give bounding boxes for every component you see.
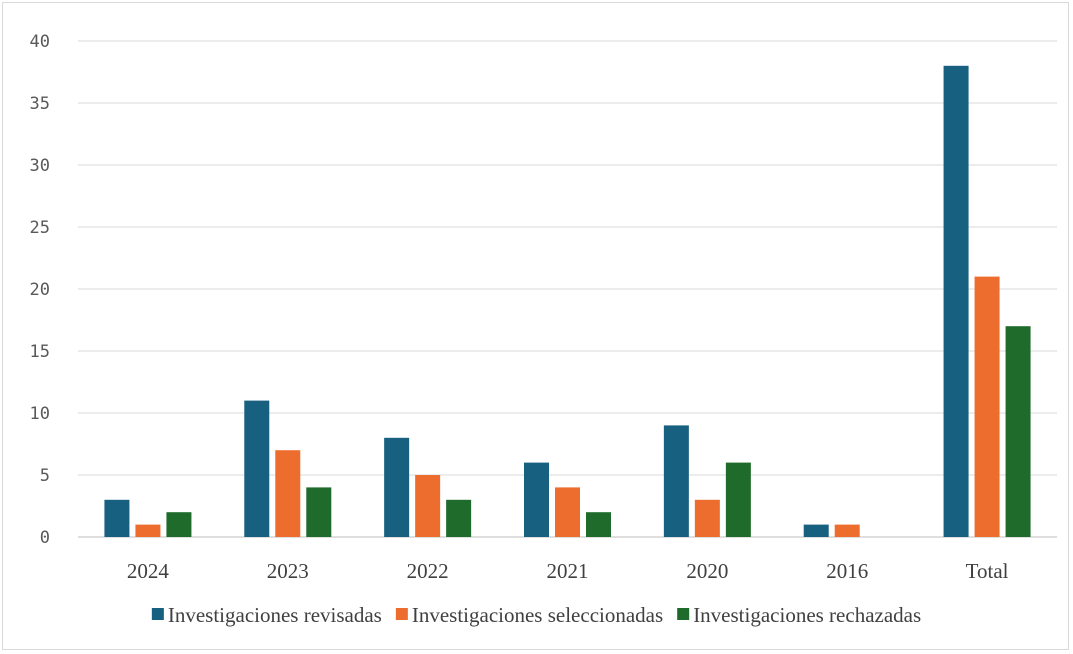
legend-swatch [677,608,690,620]
bar-total-series-1 [943,65,969,538]
x-axis-ticks: 2024 2023 2022 2021 2020 2016 Total [127,559,1009,583]
y-tick-label: 10 [30,404,50,424]
x-tick-label: 2023 [267,559,309,583]
bar-2021-series-1 [524,462,549,537]
bar-2021-series-3 [586,512,611,537]
legend-label: Investigaciones rechazadas [693,603,921,627]
bars [104,65,1031,538]
legend-swatch [151,608,164,620]
y-tick-label: 20 [30,280,50,300]
x-tick-label: 2021 [547,559,589,583]
bar-2022-series-2 [415,475,441,537]
x-tick-label: 2022 [407,559,449,583]
bar-2016-series-1 [803,524,829,537]
bar-2016-series-2 [834,524,860,537]
x-tick-label: 2020 [686,559,728,583]
bar-2022-series-3 [446,499,472,537]
bar-2023-series-3 [306,487,332,537]
bar-2021-series-2 [555,487,580,537]
x-tick-label: 2024 [127,559,170,583]
bar-2022-series-1 [384,437,410,537]
legend-item: Investigaciones seleccionadas [395,603,663,627]
y-tick-label: 30 [30,156,50,176]
y-tick-label: 35 [30,94,50,114]
y-tick-label: 5 [40,466,50,486]
bar-total-series-2 [974,276,1000,537]
bar-2024-series-2 [135,524,161,537]
x-tick-label: 2016 [826,559,868,583]
bar-2020-series-2 [694,499,720,537]
y-axis-ticks: 0 5 10 15 20 25 30 35 40 [30,32,50,548]
y-tick-label: 15 [30,342,50,362]
bar-2020-series-3 [725,462,751,537]
legend-label: Investigaciones seleccionadas [412,603,663,627]
legend-label: Investigaciones revisadas [168,603,382,627]
y-tick-label: 40 [30,32,50,52]
legend-item: Investigaciones revisadas [151,603,382,627]
y-tick-label: 25 [30,218,50,238]
bar-total-series-3 [1005,326,1031,537]
bar-2023-series-1 [244,400,270,537]
bar-2023-series-2 [275,450,301,537]
bar-2020-series-1 [663,425,689,537]
legend-item: Investigaciones rechazadas [677,603,921,627]
legend: Investigaciones revisadas Investigaciones… [151,603,921,627]
gridlines [78,40,1057,538]
bar-2024-series-1 [104,499,130,537]
bar-2024-series-3 [166,512,192,537]
x-tick-label: Total [966,559,1009,583]
legend-swatch [395,608,408,620]
y-tick-label: 0 [40,528,50,548]
